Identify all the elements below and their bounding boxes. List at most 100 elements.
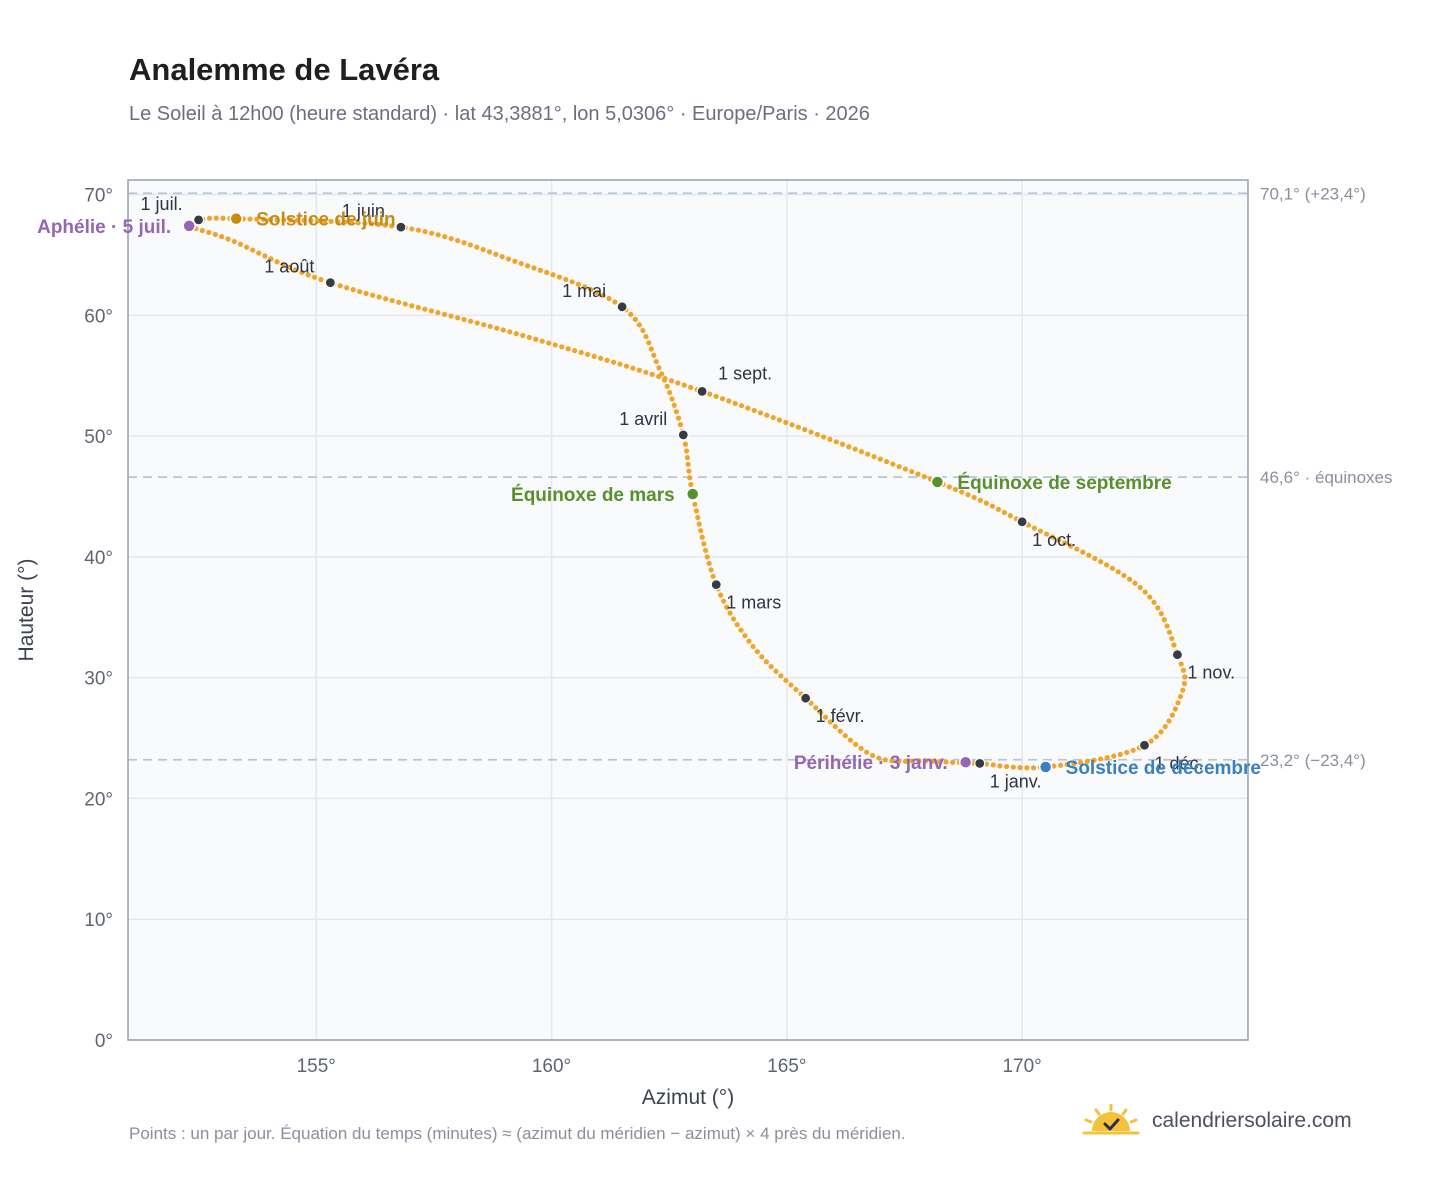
event-marker (229, 211, 243, 226)
daily-sun-point (305, 272, 311, 278)
daily-sun-point (793, 686, 799, 693)
daily-sun-point (461, 240, 467, 246)
daily-sun-point (671, 402, 677, 408)
daily-sun-point (698, 528, 704, 534)
daily-sun-point (1104, 754, 1110, 761)
daily-sun-point (1166, 629, 1173, 635)
daily-sun-point (673, 409, 680, 415)
daily-sun-point (965, 492, 971, 498)
daily-sun-point (213, 215, 219, 221)
daily-sun-point (342, 219, 348, 225)
daily-sun-point (1147, 594, 1153, 600)
daily-sun-point (376, 294, 382, 300)
daily-sun-point (382, 222, 388, 228)
daily-sun-point (537, 267, 543, 273)
daily-sun-point (1057, 762, 1064, 768)
daily-sun-point (1111, 753, 1117, 759)
daily-sun-point (959, 489, 965, 495)
daily-sun-point (254, 216, 260, 222)
daily-sun-point (686, 468, 692, 474)
daily-sun-point (997, 763, 1003, 769)
daily-sun-point (308, 217, 314, 224)
daily-sun-point (757, 410, 764, 416)
daily-sun-point (869, 752, 876, 759)
daily-sun-point (1049, 534, 1056, 540)
daily-sun-point (513, 331, 519, 337)
daily-sun-point (681, 382, 687, 388)
chart-footnote: Points : un par jour. Équation du temps … (129, 1124, 906, 1143)
daily-sun-point (598, 355, 604, 361)
daily-sun-point (1084, 758, 1090, 765)
daily-sun-point (858, 449, 865, 455)
event-label: Équinoxe de mars (511, 484, 675, 506)
daily-sun-point (667, 389, 673, 396)
daily-sun-point (915, 471, 921, 477)
daily-sun-point (1153, 734, 1159, 740)
daily-sun-point (896, 463, 902, 470)
month-marker (324, 277, 336, 289)
daily-sun-point (262, 253, 268, 259)
daily-sun-point (220, 215, 226, 221)
y-tick-label: 30° (84, 669, 113, 690)
event-label: Solstice de décembre (1066, 758, 1261, 779)
daily-sun-point (889, 758, 895, 764)
daily-sun-point (668, 378, 675, 384)
daily-sun-point (692, 501, 698, 507)
daily-sun-point (763, 659, 769, 665)
daily-sun-point (572, 348, 578, 354)
daily-sun-point (321, 218, 327, 224)
daily-sun-point (936, 759, 942, 765)
daily-sun-point (546, 340, 552, 346)
daily-sun-point (1071, 760, 1077, 767)
daily-sun-point (865, 451, 871, 457)
daily-sun-point (852, 446, 858, 452)
daily-sun-point (822, 714, 829, 720)
daily-sun-point (1166, 718, 1172, 724)
daily-sun-point (1097, 756, 1104, 762)
daily-sun-point (422, 229, 428, 235)
daily-sun-point (389, 223, 395, 229)
daily-sun-point (1169, 635, 1175, 642)
daily-sun-point (727, 610, 733, 616)
daily-sun-point (708, 567, 714, 573)
daily-sun-point (950, 759, 956, 765)
daily-sun-point (707, 391, 713, 397)
daily-sun-point (1030, 765, 1037, 771)
daily-sun-point (827, 436, 833, 442)
daily-sun-point (539, 338, 545, 344)
event-marker (958, 755, 973, 769)
daily-sun-point (858, 745, 864, 752)
daily-sun-point (1148, 738, 1154, 744)
daily-sun-point (696, 521, 702, 527)
daily-sun-point (260, 216, 267, 222)
daily-sun-point (721, 598, 727, 604)
daily-sun-point (301, 217, 307, 223)
daily-sun-point (355, 220, 361, 226)
daily-sun-point (710, 573, 716, 579)
chart-title: Analemme de Lavéra (129, 52, 440, 87)
daily-sun-point (832, 723, 838, 730)
daily-sun-point (952, 486, 959, 493)
month-label: 1 févr. (816, 706, 865, 726)
chart-subtitle: Le Soleil à 12h00 (heure standard) · lat… (129, 103, 870, 125)
daily-sun-point (882, 757, 888, 763)
daily-sun-point (461, 316, 467, 323)
month-marker (1138, 739, 1151, 751)
daily-sun-point (1177, 693, 1184, 700)
daily-sun-point (206, 215, 213, 221)
daily-sun-point (559, 344, 565, 350)
daily-sun-point (1043, 531, 1050, 537)
daily-sun-point (630, 365, 636, 371)
daily-sun-point (415, 304, 421, 311)
daily-sun-point (311, 274, 318, 280)
daily-sun-point (250, 247, 256, 253)
month-marker (974, 757, 986, 769)
daily-sun-point (287, 217, 294, 223)
daily-sun-point (902, 466, 909, 472)
daily-sun-point (1115, 569, 1121, 575)
brand[interactable]: calendriersolaire.com (1082, 1104, 1352, 1138)
daily-sun-point (318, 276, 324, 283)
daily-sun-point (1130, 747, 1136, 753)
daily-sun-point (1169, 712, 1175, 718)
daily-sun-point (827, 719, 834, 725)
